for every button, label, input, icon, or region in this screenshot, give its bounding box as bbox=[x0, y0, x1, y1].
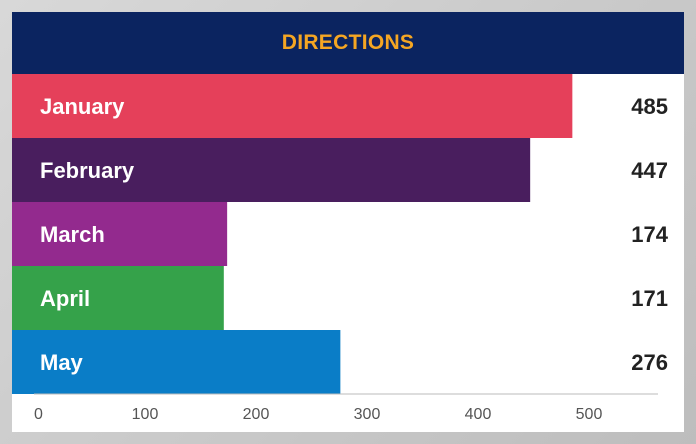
bar-chart: January 485 February 447 March 174 April 171 May… bbox=[12, 74, 669, 423]
value-label-january: 485 bbox=[631, 94, 668, 119]
category-label-april: April bbox=[40, 286, 90, 311]
value-label-april: 171 bbox=[631, 286, 668, 311]
bar-april bbox=[12, 266, 224, 330]
x-tick-label-300: 300 bbox=[354, 406, 381, 423]
category-label-may: May bbox=[40, 350, 84, 375]
chart-header: DIRECTIONS bbox=[12, 12, 684, 74]
x-axis: 0 100 200 300 400 500 bbox=[34, 393, 658, 423]
x-tick-label-500: 500 bbox=[576, 406, 603, 423]
category-label-february: February bbox=[40, 158, 135, 183]
bar-february bbox=[12, 138, 531, 202]
chart-title: DIRECTIONS bbox=[281, 31, 415, 54]
bar-january bbox=[12, 74, 573, 138]
bar-may bbox=[12, 330, 341, 394]
x-tick-label-0: 0 bbox=[34, 406, 43, 423]
value-label-may: 276 bbox=[631, 350, 668, 375]
value-label-february: 447 bbox=[631, 158, 668, 183]
value-label-march: 174 bbox=[631, 222, 668, 247]
category-label-january: January bbox=[40, 94, 125, 119]
x-tick-label-100: 100 bbox=[132, 406, 159, 423]
x-tick-label-200: 200 bbox=[243, 406, 270, 423]
bar-march bbox=[12, 202, 228, 266]
labels-group: January 485 February 447 March 174 April 171 May… bbox=[40, 94, 669, 375]
bars-group bbox=[12, 74, 573, 394]
chart-panel: DIRECTIONS January 485 February 447 March 174… bbox=[12, 12, 684, 432]
category-label-march: March bbox=[40, 222, 105, 247]
x-tick-label-400: 400 bbox=[465, 406, 492, 423]
